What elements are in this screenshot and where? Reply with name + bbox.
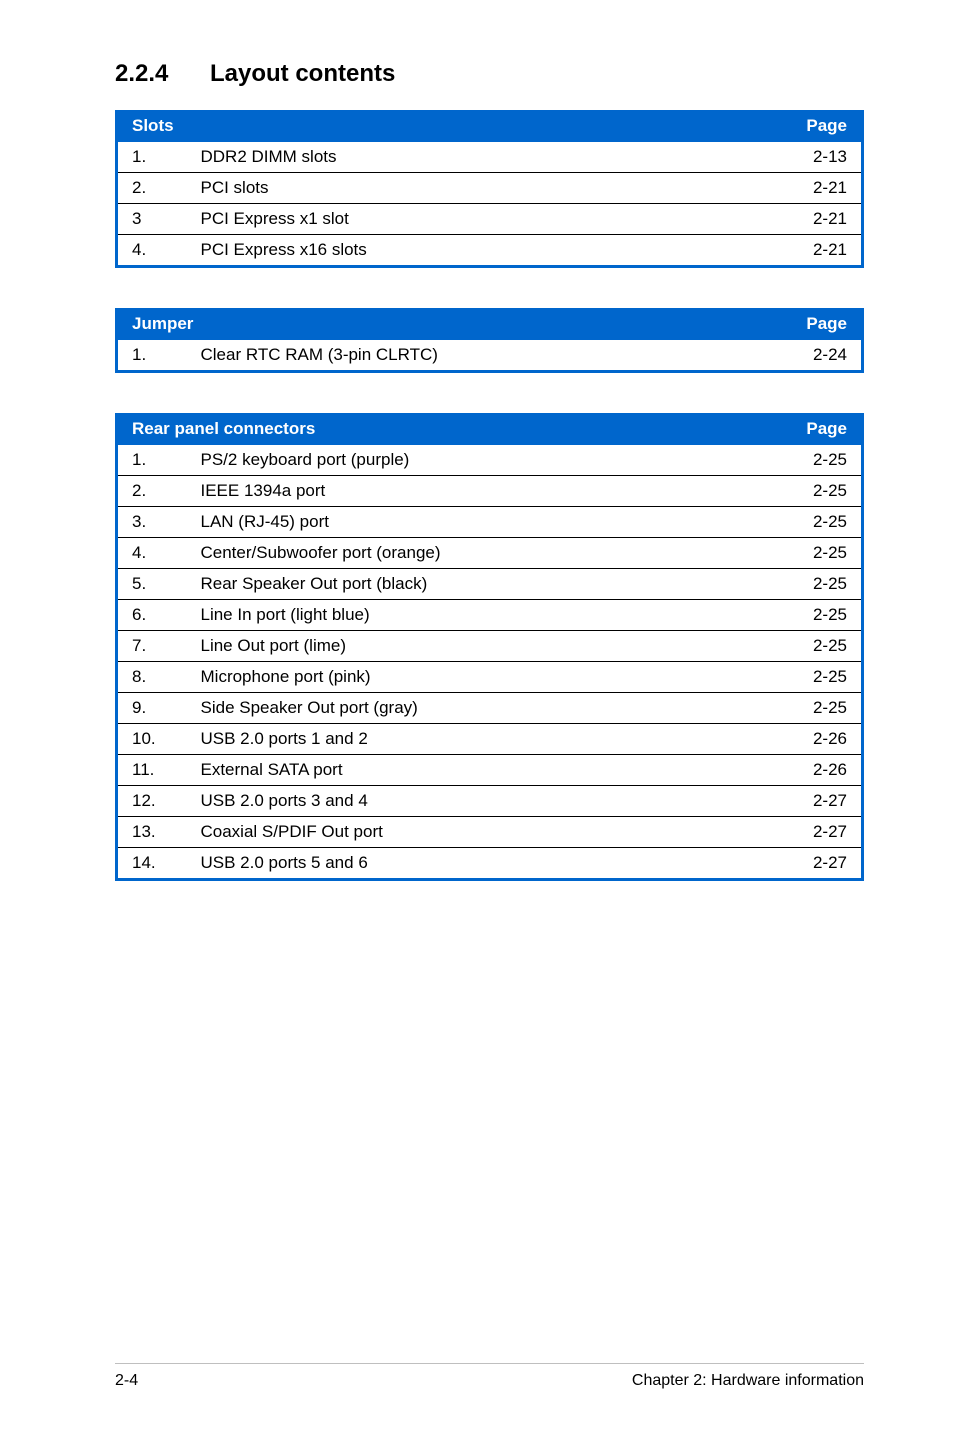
row-label: USB 2.0 ports 1 and 2 [187,724,783,755]
row-index: 10. [117,724,187,755]
row-index: 13. [117,817,187,848]
slots-table: Slots Page 1.DDR2 DIMM slots2-132.PCI sl… [115,110,864,268]
table-row: 3.LAN (RJ-45) port2-25 [117,507,863,538]
table-row: 14.USB 2.0 ports 5 and 62-27 [117,848,863,880]
row-index: 9. [117,693,187,724]
row-page: 2-27 [783,848,863,880]
row-label: DDR2 DIMM slots [187,142,783,173]
row-page: 2-21 [783,204,863,235]
row-index: 3 [117,204,187,235]
row-index: 14. [117,848,187,880]
row-page: 2-26 [783,755,863,786]
row-index: 7. [117,631,187,662]
row-label: Line In port (light blue) [187,600,783,631]
row-label: Microphone port (pink) [187,662,783,693]
row-index: 5. [117,569,187,600]
table-row: 1.Clear RTC RAM (3-pin CLRTC)2-24 [117,340,863,372]
row-label: USB 2.0 ports 3 and 4 [187,786,783,817]
row-index: 2. [117,476,187,507]
slots-header-page: Page [783,110,863,142]
jumper-header-page: Page [783,308,863,340]
table-row: 3PCI Express x1 slot2-21 [117,204,863,235]
table-row: 1.PS/2 keyboard port (purple)2-25 [117,445,863,476]
row-page: 2-25 [783,631,863,662]
row-index: 4. [117,538,187,569]
row-label: Side Speaker Out port (gray) [187,693,783,724]
row-index: 8. [117,662,187,693]
row-page: 2-25 [783,507,863,538]
table-row: 8.Microphone port (pink)2-25 [117,662,863,693]
rear-header-page: Page [783,413,863,445]
row-label: PCI Express x16 slots [187,235,783,267]
table-row: 4.PCI Express x16 slots2-21 [117,235,863,267]
row-page: 2-25 [783,476,863,507]
row-page: 2-21 [783,235,863,267]
row-page: 2-25 [783,538,863,569]
row-label: USB 2.0 ports 5 and 6 [187,848,783,880]
row-page: 2-27 [783,817,863,848]
table-row: 10.USB 2.0 ports 1 and 22-26 [117,724,863,755]
footer-chapter: Chapter 2: Hardware information [632,1372,864,1390]
table-row: 12.USB 2.0 ports 3 and 42-27 [117,786,863,817]
rear-body: 1.PS/2 keyboard port (purple)2-252.IEEE … [117,445,863,880]
row-label: Clear RTC RAM (3-pin CLRTC) [187,340,783,372]
row-index: 4. [117,235,187,267]
row-label: PCI Express x1 slot [187,204,783,235]
row-page: 2-25 [783,662,863,693]
rear-header-left: Rear panel connectors [117,413,783,445]
row-label: IEEE 1394a port [187,476,783,507]
section-title: Layout contents [210,60,395,87]
row-label: PS/2 keyboard port (purple) [187,445,783,476]
table-row: 7.Line Out port (lime)2-25 [117,631,863,662]
rear-connectors-table: Rear panel connectors Page 1.PS/2 keyboa… [115,413,864,881]
table-row: 1.DDR2 DIMM slots2-13 [117,142,863,173]
row-index: 1. [117,340,187,372]
row-index: 12. [117,786,187,817]
table-row: 2.IEEE 1394a port2-25 [117,476,863,507]
footer-page-number: 2-4 [115,1372,138,1390]
row-page: 2-24 [783,340,863,372]
row-label: PCI slots [187,173,783,204]
row-page: 2-26 [783,724,863,755]
row-page: 2-25 [783,445,863,476]
row-page: 2-27 [783,786,863,817]
row-index: 1. [117,445,187,476]
table-row: 2.PCI slots2-21 [117,173,863,204]
row-label: Rear Speaker Out port (black) [187,569,783,600]
table-row: 11.External SATA port2-26 [117,755,863,786]
jumper-header-left: Jumper [117,308,783,340]
row-index: 6. [117,600,187,631]
table-row: 9.Side Speaker Out port (gray)2-25 [117,693,863,724]
row-label: LAN (RJ-45) port [187,507,783,538]
row-page: 2-21 [783,173,863,204]
row-label: Coaxial S/PDIF Out port [187,817,783,848]
row-index: 11. [117,755,187,786]
row-index: 3. [117,507,187,538]
table-row: 13.Coaxial S/PDIF Out port2-27 [117,817,863,848]
slots-header-left: Slots [117,110,783,142]
table-row: 5.Rear Speaker Out port (black)2-25 [117,569,863,600]
row-index: 1. [117,142,187,173]
row-page: 2-25 [783,600,863,631]
jumper-body: 1.Clear RTC RAM (3-pin CLRTC)2-24 [117,340,863,372]
slots-body: 1.DDR2 DIMM slots2-132.PCI slots2-213PCI… [117,142,863,267]
page-footer: 2-4 Chapter 2: Hardware information [115,1363,864,1390]
jumper-table: Jumper Page 1.Clear RTC RAM (3-pin CLRTC… [115,308,864,373]
row-label: Line Out port (lime) [187,631,783,662]
row-index: 2. [117,173,187,204]
row-label: External SATA port [187,755,783,786]
row-page: 2-13 [783,142,863,173]
table-row: 4.Center/Subwoofer port (orange)2-25 [117,538,863,569]
row-page: 2-25 [783,569,863,600]
table-row: 6.Line In port (light blue)2-25 [117,600,863,631]
section-number: 2.2.4 [115,60,210,88]
row-label: Center/Subwoofer port (orange) [187,538,783,569]
row-page: 2-25 [783,693,863,724]
section-heading: 2.2.4Layout contents [115,60,864,88]
